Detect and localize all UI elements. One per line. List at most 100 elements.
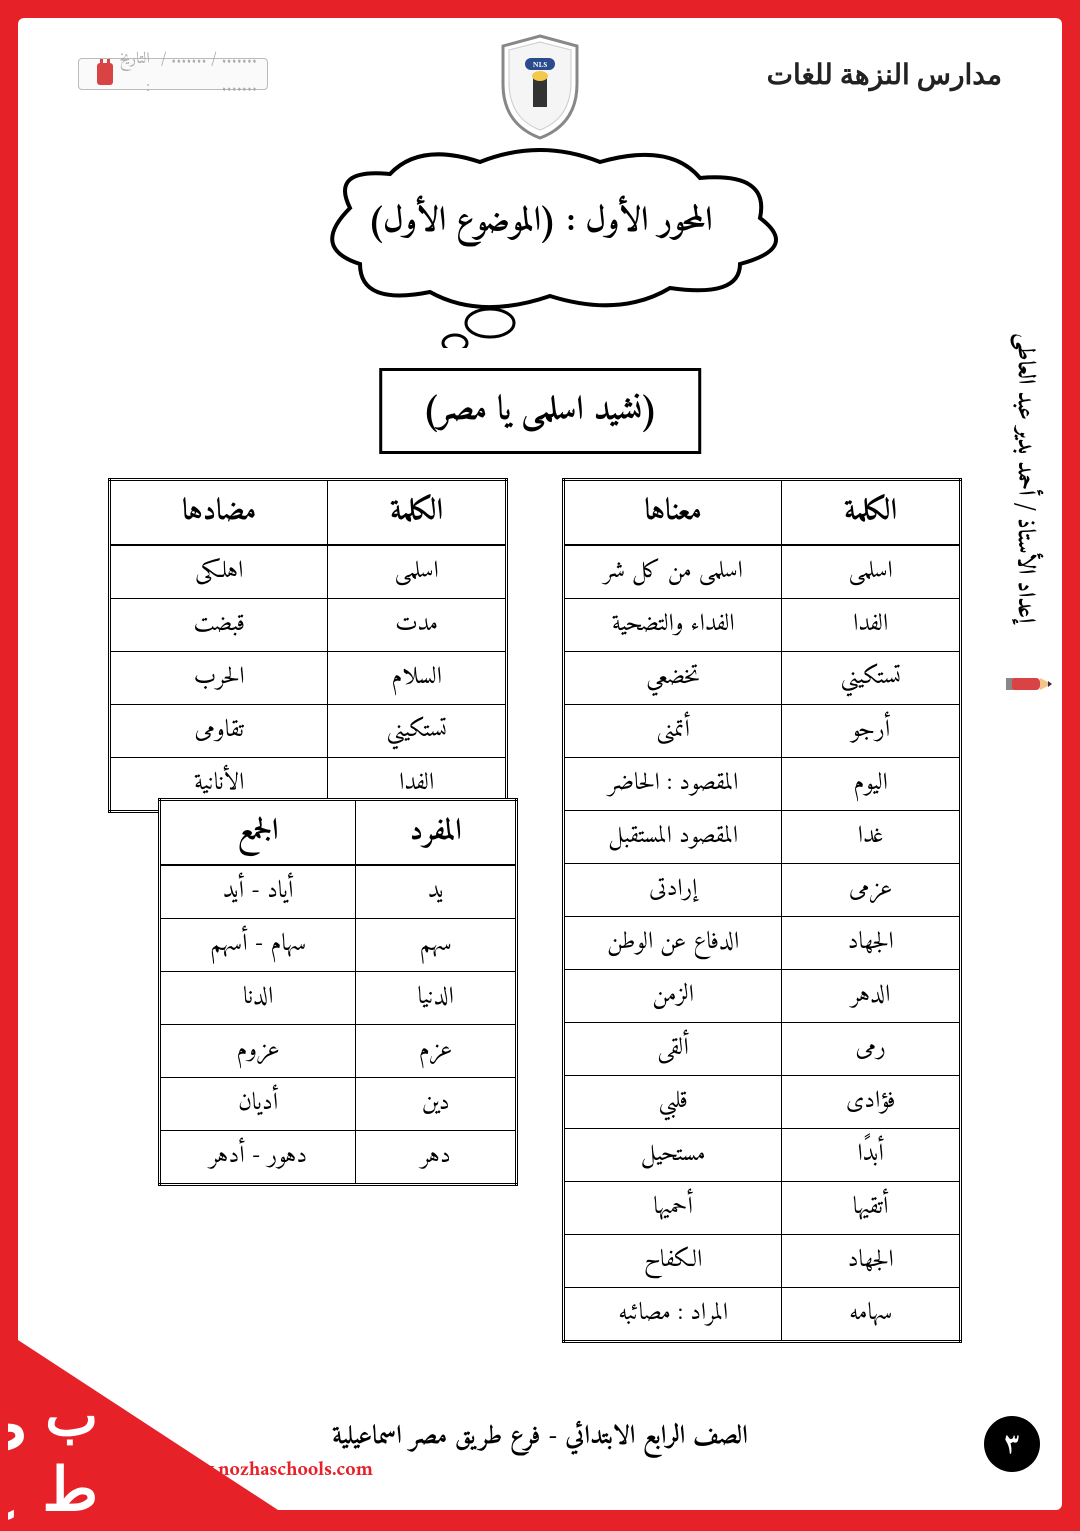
table-cell: تقاومى [110,705,328,758]
table-row: أتقيهاأحميها [564,1182,961,1235]
table-cell: الجهاد [782,1235,961,1288]
table-cell: عزوم [160,1025,356,1078]
table-cell: الدنيا [356,972,517,1025]
table-cell: مستحيل [564,1129,782,1182]
table-cell: الجهاد [782,917,961,970]
table-cell: تستكيني [328,705,507,758]
lesson-title: (نشيد اسلمى يا مصر) [379,368,701,454]
table-cell: دين [356,1078,517,1131]
meanings-table: الكلمة معناها اسلمىاسلمى من كل شرالفداال… [562,478,962,1343]
table-cell: المراد : مصائبه [564,1288,782,1342]
table-row: الجهادالكفاح [564,1235,961,1288]
col-singular: المفرد [356,800,517,866]
table-row: أرجوأتمنى [564,705,961,758]
table-cell: عزمى [782,864,961,917]
author-credit: إعداد الأستاذ / أحمد بدير عبد العاطى [1006,268,1042,688]
svg-text:ب: ب [45,1386,98,1448]
page-content: مدارس النزهة للغات ....... / ....... / .… [18,18,1062,1510]
table-row: عزمعزوم [160,1025,517,1078]
table-cell: أديان [160,1078,356,1131]
table-cell: الزمن [564,970,782,1023]
table-cell: الدفاع عن الوطن [564,917,782,970]
table-cell: تخضعي [564,652,782,705]
col-meaning: معناها [564,480,782,546]
table-cell: أحميها [564,1182,782,1235]
website-url: www.nozhaschools.com [168,1453,373,1488]
table-cell: أياد - أيد [160,865,356,919]
table-cell: المقصود : الحاضر [564,758,782,811]
table-cell: يد [356,865,517,919]
table-cell: اسلمى [328,545,507,599]
arabic-calligraphy: ض ب ج ط [8,1380,188,1520]
calendar-icon [97,63,113,85]
table-row: يدأياد - أيد [160,865,517,919]
table-cell: الفدا [782,599,961,652]
table-row: اليومالمقصود : الحاضر [564,758,961,811]
table-cell: إرادتى [564,864,782,917]
topic-cloud: المحور الأول : (الموضوع الأول) [270,148,810,348]
school-name: مدارس النزهة للغات [767,58,1002,92]
table-cell: سهام - أسهم [160,919,356,972]
table-cell: الدنا [160,972,356,1025]
pencil-icon [1002,658,1052,708]
col-word: الكلمة [328,480,507,546]
table-cell: الكفاح [564,1235,782,1288]
table-row: الدنياالدنا [160,972,517,1025]
table-row: سهمسهام - أسهم [160,919,517,972]
table-row: الفداالفداء والتضحية [564,599,961,652]
table-row: غداالمقصود المستقبل [564,811,961,864]
table-row: الجهادالدفاع عن الوطن [564,917,961,970]
table-cell: أتقيها [782,1182,961,1235]
table-cell: اليوم [782,758,961,811]
table-cell: قبضت [110,599,328,652]
table-cell: اسلمى [782,545,961,599]
table-row: دهردهور - أدهر [160,1131,517,1185]
table-row: تستكينيتخضعي [564,652,961,705]
table-cell: سهم [356,919,517,972]
col-word: الكلمة [782,480,961,546]
table-cell: ألقى [564,1023,782,1076]
col-opposite: مضادها [110,480,328,546]
table-row: عزمىإرادتى [564,864,961,917]
table-row: مدتقبضت [110,599,507,652]
table-cell: رمى [782,1023,961,1076]
table-row: الدهرالزمن [564,970,961,1023]
date-label: التاريخ : [119,46,150,102]
table-cell: اهلكى [110,545,328,599]
table-cell: اسلمى من كل شر [564,545,782,599]
table-row: فؤادىقلبي [564,1076,961,1129]
date-slots: ....... / ....... / ....... [156,46,257,102]
opposites-table: الكلمة مضادها اسلمىاهلكىمدتقبضتالسلامالح… [108,478,508,813]
table-cell: تستكيني [782,652,961,705]
table-cell: السلام [328,652,507,705]
col-plural: الجمع [160,800,356,866]
topic-title: المحور الأول : (الموضوع الأول) [270,192,810,252]
table-row: تستكينيتقاومى [110,705,507,758]
table-cell: أتمنى [564,705,782,758]
table-cell: المقصود المستقبل [564,811,782,864]
table-cell: أبدًا [782,1129,961,1182]
table-row: أبدًامستحيل [564,1129,961,1182]
svg-text:NLS: NLS [533,59,548,73]
table-cell: دهور - أدهر [160,1131,356,1185]
table-row: السلامالحرب [110,652,507,705]
plural-table: المفرد الجمع يدأياد - أيدسهمسهام - أسهما… [158,798,518,1186]
table-cell: دهر [356,1131,517,1185]
table-row: اسلمىاهلكى [110,545,507,599]
date-field: ....... / ....... / ....... التاريخ : [78,58,268,90]
school-logo: NLS [495,32,585,142]
table-cell: الحرب [110,652,328,705]
table-cell: الدهر [782,970,961,1023]
table-cell: مدت [328,599,507,652]
table-row: اسلمىاسلمى من كل شر [564,545,961,599]
table-row: دينأديان [160,1078,517,1131]
svg-text:ط: ط [43,1457,99,1520]
table-row: رمىألقى [564,1023,961,1076]
table-cell: فؤادى [782,1076,961,1129]
table-cell: قلبي [564,1076,782,1129]
table-row: سهامهالمراد : مصائبه [564,1288,961,1342]
table-cell: أرجو [782,705,961,758]
table-cell: الفداء والتضحية [564,599,782,652]
page-number: ٣ [984,1416,1040,1472]
table-cell: سهامه [782,1288,961,1342]
